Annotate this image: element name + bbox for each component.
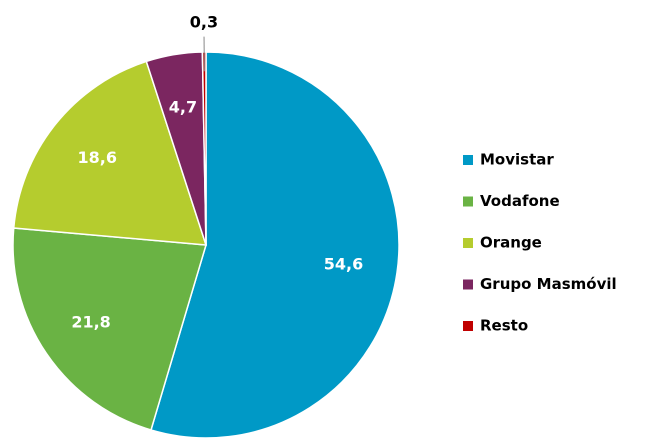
data-label: 0,3	[190, 13, 218, 32]
pie-slice	[12, 60, 208, 246]
legend-label: Orange	[480, 234, 542, 252]
pie-slice	[150, 51, 400, 439]
data-label: 54,6	[324, 255, 363, 274]
legend-label: Movistar	[480, 151, 554, 169]
legend-swatch	[463, 196, 473, 207]
legend-label: Grupo Masmóvil	[480, 275, 617, 293]
data-label: 4,7	[169, 97, 197, 116]
legend-swatch	[463, 279, 473, 290]
pie-slice	[12, 227, 207, 431]
data-label: 21,8	[71, 313, 110, 332]
legend-swatch	[463, 238, 473, 248]
legend-swatch	[463, 155, 473, 165]
data-label: 18,6	[78, 148, 117, 167]
legend-label: Vodafone	[480, 192, 560, 210]
legend-swatch	[463, 321, 473, 331]
legend-label: Resto	[480, 317, 528, 335]
